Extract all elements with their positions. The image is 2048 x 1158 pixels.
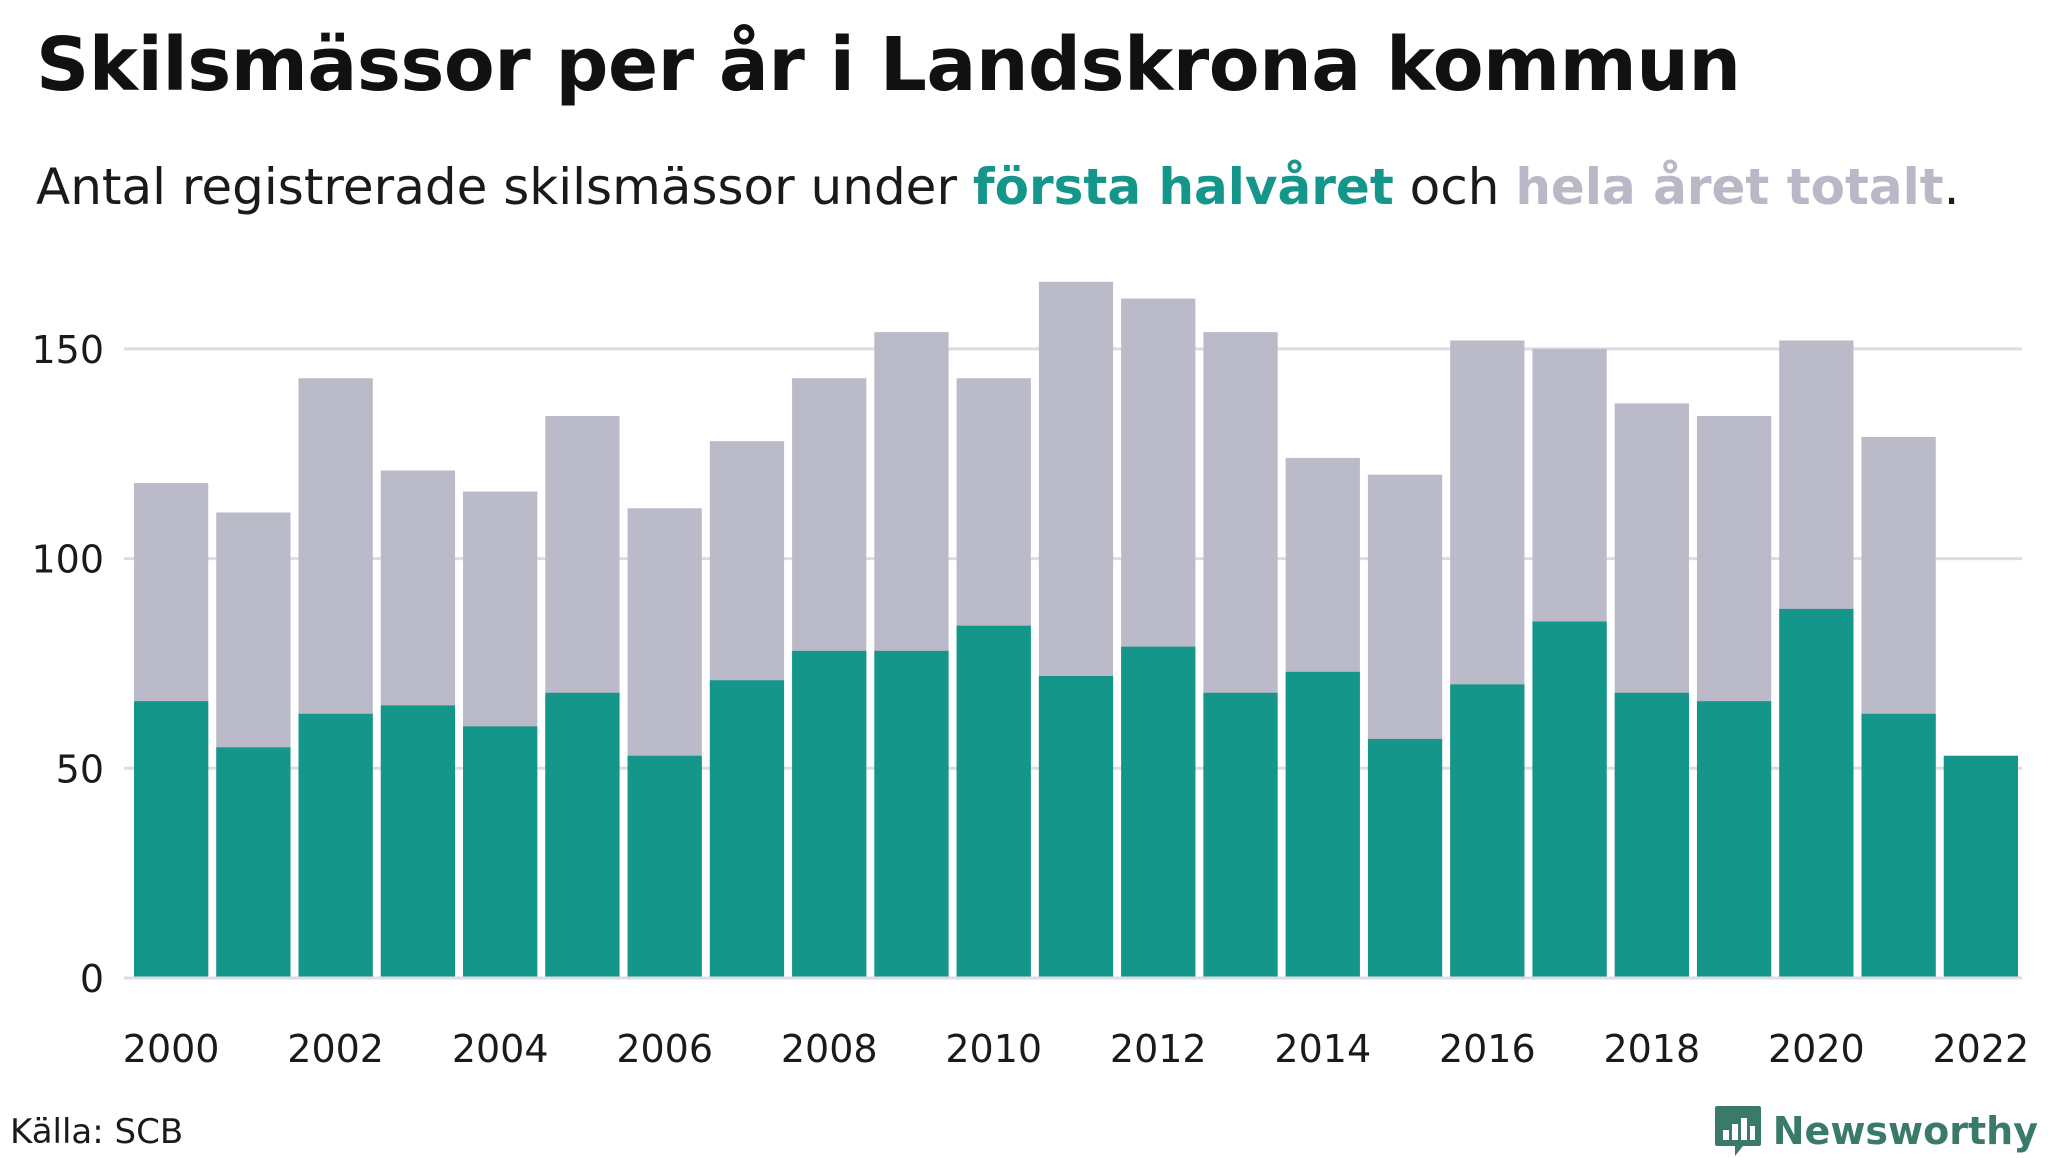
subtitle-first-half: första halvåret bbox=[972, 158, 1394, 216]
bar-first-half-2014 bbox=[1285, 671, 1360, 978]
x-tick-label: 2000 bbox=[123, 1027, 220, 1071]
bar-first-half-2002 bbox=[298, 713, 373, 978]
bar-first-half-2022 bbox=[1943, 755, 2018, 978]
bar-first-half-2004 bbox=[463, 726, 538, 978]
y-tick-label: 150 bbox=[31, 328, 104, 372]
x-tick-label: 2020 bbox=[1768, 1027, 1865, 1071]
bar-first-half-2020 bbox=[1779, 608, 1854, 978]
x-tick-label: 2016 bbox=[1439, 1027, 1536, 1071]
bar-first-half-2003 bbox=[380, 705, 456, 978]
x-tick-label: 2022 bbox=[1933, 1027, 2030, 1071]
x-tick-label: 2014 bbox=[1274, 1027, 1371, 1071]
bar-first-half-2000 bbox=[134, 701, 209, 978]
x-tick-label: 2010 bbox=[945, 1027, 1042, 1071]
subtitle-full-year: hela året totalt bbox=[1515, 158, 1944, 216]
bar-first-half-2016 bbox=[1450, 684, 1525, 978]
bar-first-half-2018 bbox=[1614, 692, 1689, 978]
bar-first-half-2021 bbox=[1861, 713, 1936, 978]
x-tick-label: 2006 bbox=[616, 1027, 713, 1071]
bar-first-half-2001 bbox=[216, 747, 291, 978]
bar-first-half-2007 bbox=[709, 680, 785, 978]
newsworthy-logo-icon bbox=[1714, 1106, 1761, 1156]
chart-subtitle: Antal registrerade skilsmässor under för… bbox=[36, 158, 1960, 216]
x-tick-label: 2018 bbox=[1603, 1027, 1700, 1071]
source-note: Källa: SCB bbox=[10, 1112, 184, 1152]
bar-first-half-2013 bbox=[1203, 692, 1278, 978]
subtitle-prefix: Antal registrerade skilsmässor under bbox=[36, 158, 973, 216]
chart-title: Skilsmässor per år i Landskrona kommun bbox=[36, 22, 1741, 108]
bar-first-half-2006 bbox=[627, 755, 702, 978]
subtitle-suffix: . bbox=[1943, 158, 1960, 216]
logo-text: Newsworthy bbox=[1772, 1109, 2038, 1153]
y-tick-label: 100 bbox=[31, 538, 104, 582]
bar-first-half-2010 bbox=[956, 625, 1031, 978]
y-tick-label: 0 bbox=[80, 957, 104, 1001]
x-tick-label: 2002 bbox=[287, 1027, 384, 1071]
bar-first-half-2011 bbox=[1038, 676, 1114, 978]
bar-first-half-2008 bbox=[792, 650, 867, 978]
x-tick-label: 2012 bbox=[1110, 1027, 1207, 1071]
x-tick-label: 2008 bbox=[781, 1027, 878, 1071]
subtitle-mid: och bbox=[1393, 158, 1516, 216]
bar-first-half-2017 bbox=[1532, 621, 1607, 978]
bar-first-half-2012 bbox=[1121, 646, 1196, 978]
y-tick-label: 50 bbox=[56, 747, 104, 791]
bar-first-half-2009 bbox=[874, 650, 949, 978]
newsworthy-logo: Newsworthy bbox=[1713, 1104, 2038, 1158]
bar-first-half-2019 bbox=[1696, 701, 1772, 978]
bar-first-half-2005 bbox=[545, 692, 620, 978]
bar-first-half-2015 bbox=[1367, 738, 1443, 978]
x-tick-label: 2004 bbox=[452, 1027, 549, 1071]
